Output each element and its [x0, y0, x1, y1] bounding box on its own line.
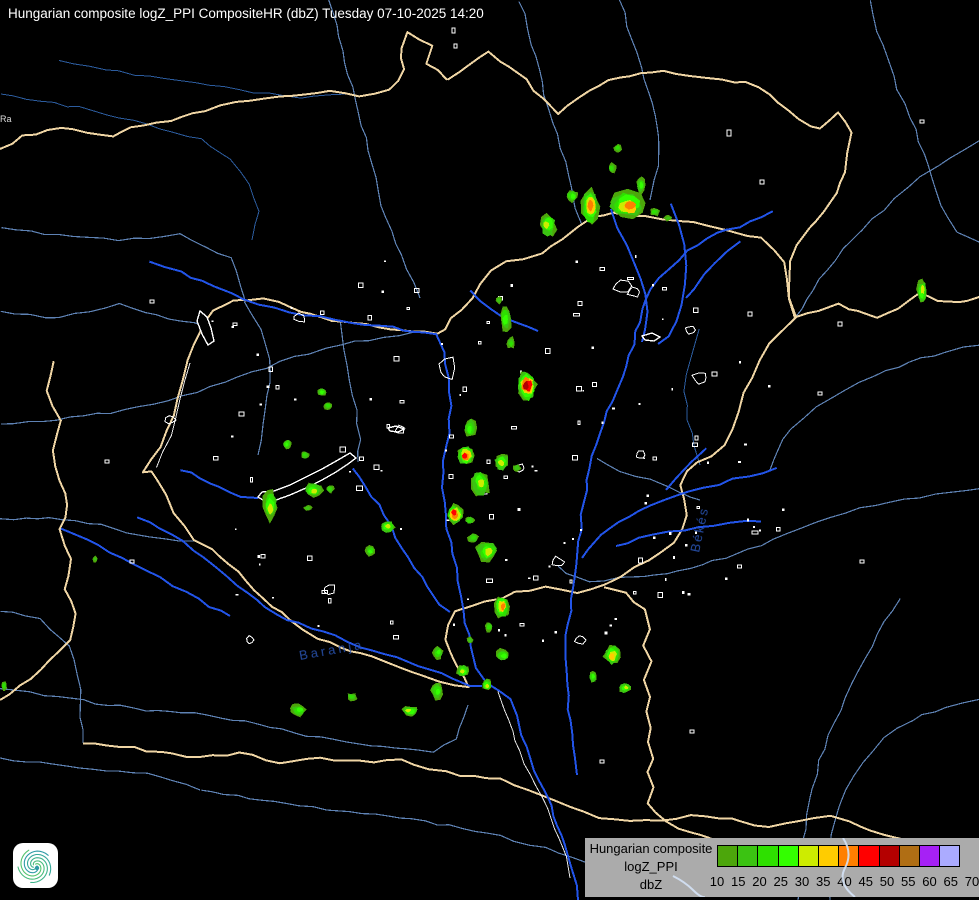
radar-echoes	[1, 144, 927, 718]
settlements	[104, 27, 925, 764]
region-label-bekes: Békés	[687, 505, 711, 553]
country-borders	[0, 31, 979, 859]
legend-color-box	[797, 845, 819, 867]
legend-tick-label: 10	[709, 874, 725, 889]
legend-color-box	[817, 845, 840, 867]
legend-unit: dbZ	[639, 877, 663, 892]
legend-tick-label: 25	[773, 874, 788, 889]
main-rivers	[60, 203, 778, 900]
legend-color-box	[757, 845, 779, 867]
legend-tick-label: 55	[901, 874, 916, 889]
minor-streams	[0, 60, 701, 466]
legend-tick-label: 65	[943, 874, 958, 889]
met-logo	[13, 843, 58, 888]
legend-product: logZ_PPI	[624, 859, 678, 874]
edge-clipped-label: Ra	[0, 114, 12, 124]
legend-color-box	[858, 845, 880, 867]
legend-color-box	[878, 845, 900, 867]
legend-color-box	[898, 845, 920, 867]
legend-text: Hungarian composite logZ_PPI dbZ	[585, 840, 717, 894]
legend-tick-label: 50	[879, 874, 895, 889]
region-labels: Baranja Békés	[298, 505, 712, 663]
lakes	[196, 309, 662, 503]
legend-color-box	[939, 845, 961, 867]
legend-panel: Hungarian composite logZ_PPI dbZ 10 15 20 2…	[585, 838, 979, 897]
legend-color-box	[838, 845, 860, 867]
legend-tick-label: 15	[731, 874, 746, 889]
legend-tick-label: 30	[794, 874, 810, 889]
spiral-icon	[17, 849, 52, 884]
legend-color-scale	[717, 845, 961, 867]
legend-title: Hungarian composite	[589, 841, 713, 856]
legend-color-box	[737, 845, 759, 867]
legend-tick-label: 35	[816, 874, 831, 889]
legend-tick-label: 70	[964, 874, 979, 889]
legend-color-box	[777, 845, 799, 867]
region-label-baranja: Baranja	[298, 637, 365, 663]
legend-tick-label: 45	[858, 874, 873, 889]
legend-tick-label: 60	[922, 874, 937, 889]
border-highlights	[155, 362, 571, 879]
legend-color-box	[717, 845, 739, 867]
map-title: Hungarian composite logZ_PPI CompositeHR…	[8, 6, 484, 21]
legend-tick-label: 20	[752, 874, 767, 889]
legend-color-box	[918, 845, 941, 867]
